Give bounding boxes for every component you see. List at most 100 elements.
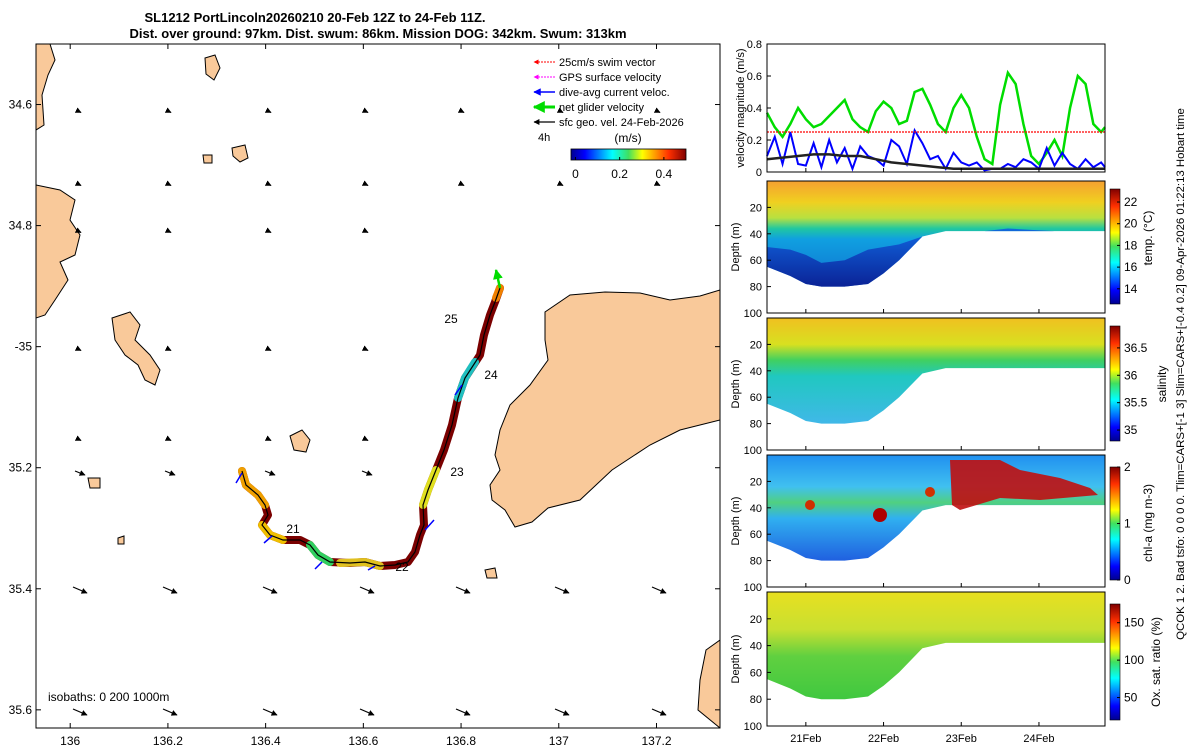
- legend-dive-text: dive-avg current veloc.: [559, 87, 670, 99]
- series-dive-avg-current-veloc-: [766, 127, 1106, 172]
- legend-sfc-text: sfc geo. vel. 24-Feb-2026: [559, 117, 684, 129]
- depth-tick-label: 40: [750, 503, 762, 515]
- cbar-tick-label: 35.5: [1124, 396, 1148, 410]
- sfc-geo-vector: [455, 708, 471, 716]
- sfc-geo-vector: [264, 180, 272, 187]
- sfc-geo-vector: [264, 470, 276, 476]
- ox-colorbar: [1109, 603, 1121, 721]
- map-xtick-label: 136.6: [348, 734, 378, 748]
- series-sfc-geo-vel-: [766, 153, 1105, 171]
- sfc-geo-vector: [359, 586, 375, 594]
- depth-tick-label: 60: [750, 392, 762, 404]
- sfc-geo-vector: [264, 435, 272, 442]
- chla-hotspot-3: [925, 487, 935, 497]
- sfc-geo-vector: [653, 107, 661, 114]
- sfc-geo-vector-field: [72, 107, 667, 716]
- time-tick-label: 23Feb: [946, 733, 977, 745]
- map-ytick-label: 35.4: [9, 582, 33, 596]
- map-xtick-label: 137: [549, 734, 569, 748]
- dive-avg-arrow-1: [235, 472, 243, 484]
- cbar-tick-label: 36.5: [1124, 341, 1148, 355]
- land-east-peninsula: [489, 289, 720, 528]
- temp-colorbar-label: temp. (°C): [1141, 211, 1155, 266]
- land-islet-6: [484, 567, 498, 579]
- depth-tick-label: 80: [750, 556, 762, 568]
- land-islet-7: [117, 535, 125, 545]
- dive-avg-arrow-4: [367, 565, 376, 571]
- sfc-geo-vector: [556, 180, 564, 187]
- vel-ytick-label: 0.8: [747, 39, 762, 51]
- depth-tick-label: 100: [744, 582, 762, 594]
- sfc-geo-vector: [653, 180, 661, 187]
- map-xtick-label: 136.4: [251, 734, 281, 748]
- sfc-geo-vector: [361, 345, 369, 352]
- land-islet-5: [87, 477, 101, 489]
- sfc-geo-vector: [162, 586, 178, 594]
- sfc-geo-vector: [455, 586, 471, 594]
- map-ytick-label: 35.6: [9, 703, 33, 717]
- depth-tick-label: 100: [744, 308, 762, 320]
- map-ytick-label: 35.2: [9, 461, 33, 475]
- map-xtick-label: 136: [60, 734, 80, 748]
- cbar-tick-label: 14: [1124, 282, 1138, 296]
- cbar-tick-label: 18: [1124, 238, 1138, 252]
- vel-ytick-label: 0.6: [747, 71, 762, 83]
- chla-panel: Depth (m) chl-a (mg m-3) 20 40 60 80 100 0 1 2: [730, 454, 1155, 594]
- title-line1: SL1212 PortLincoln20260210 20-Feb 12Z to…: [144, 10, 485, 25]
- sfc-geo-vector: [74, 180, 82, 187]
- net-velocity-arrow-head: [493, 269, 503, 289]
- depth-tick-label: 20: [750, 339, 762, 351]
- map-frame: [35, 43, 721, 729]
- sfc-geo-vector: [74, 470, 86, 476]
- land-west-peninsula: [36, 184, 81, 319]
- depth-tick-label: 40: [750, 366, 762, 378]
- map-xtick-label: 136.8: [446, 734, 476, 748]
- chla-surface-bloom: [950, 460, 1098, 510]
- sal-colorbar: [1109, 325, 1121, 442]
- map-colorbar: (m/s) 0 0.2 0.4: [570, 131, 687, 181]
- chla-hotspot-2: [805, 500, 815, 510]
- depth-tick-label: 100: [744, 721, 762, 733]
- sfc-geo-vector: [164, 180, 172, 187]
- sfc-geo-vector: [74, 107, 82, 114]
- sfc-geo-vector: [651, 586, 667, 594]
- depth-tick-label: 60: [750, 255, 762, 267]
- sfc-geo-vector: [72, 708, 88, 716]
- sfc-geo-vector: [556, 107, 564, 114]
- legend-interval: 4h: [538, 132, 550, 144]
- velocity-ylabel: velocity magnitude (m/s): [735, 48, 747, 167]
- land-islet-4: [289, 429, 311, 453]
- colorbar-tick-label: 0: [572, 167, 579, 181]
- ox-depth-label: Depth (m): [730, 635, 742, 684]
- legend-net-text: net glider velocity: [559, 102, 644, 114]
- sfc-geo-vector: [554, 708, 570, 716]
- sfc-geo-vector: [164, 227, 172, 234]
- land-southeast: [697, 639, 720, 728]
- cbar-tick-label: 150: [1124, 616, 1144, 630]
- sfc-geo-vector: [164, 435, 172, 442]
- map-land: [36, 44, 720, 728]
- sfc-geo-vector: [72, 586, 88, 594]
- time-tick-label: 21Feb: [790, 733, 821, 745]
- colorbar-gradient: [570, 148, 687, 161]
- day-label-24: 24: [484, 368, 498, 382]
- time-axis-ticks: 21Feb 22Feb 23Feb 24Feb: [790, 168, 1055, 745]
- map-ytick-label: 34.8: [9, 219, 33, 233]
- temperature-cold-layer: [767, 228, 1105, 287]
- sfc-geo-vector: [164, 107, 172, 114]
- track-line: [241, 287, 501, 567]
- sfc-geo-vector: [359, 708, 375, 716]
- sfc-geo-vector: [264, 345, 272, 352]
- side-metadata-label: QCOK 1 2. Bad tsfo: 0 0 0 0. Tlim=CARS+[…: [1175, 108, 1187, 640]
- sfc-geo-vector: [361, 107, 369, 114]
- depth-tick-label: 20: [750, 476, 762, 488]
- day-label-22: 22: [395, 560, 409, 574]
- day-label-21: 21: [286, 522, 300, 536]
- depth-tick-label: 60: [750, 667, 762, 679]
- legend-gps-text: GPS surface velocity: [559, 72, 662, 84]
- sfc-geo-vector: [457, 180, 465, 187]
- time-tick-label: 24Feb: [1023, 733, 1054, 745]
- depth-tick-label: 20: [750, 202, 762, 214]
- dive-avg-arrow-5: [424, 519, 435, 531]
